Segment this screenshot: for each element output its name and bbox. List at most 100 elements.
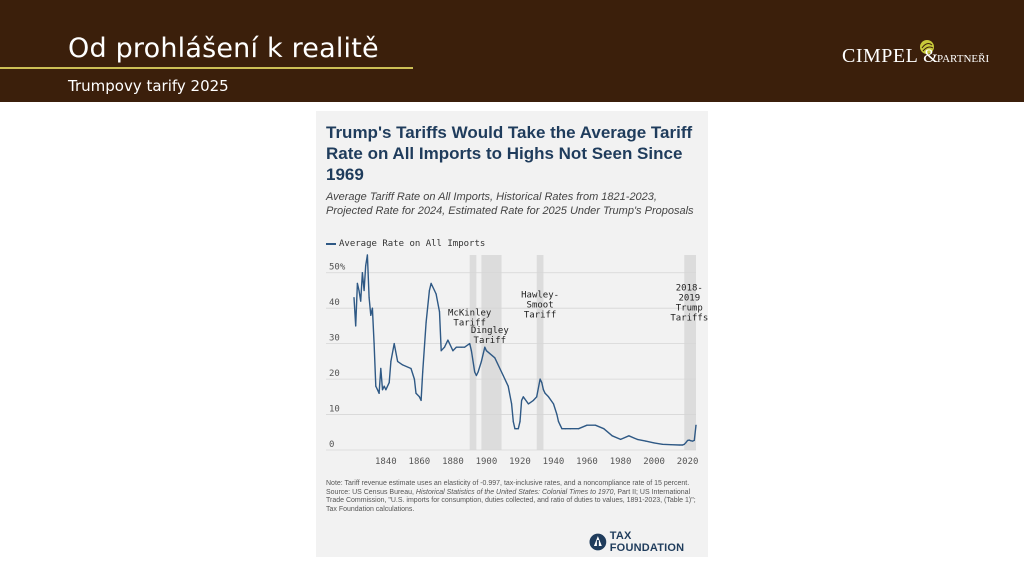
data-point [687, 439, 689, 442]
data-point [693, 439, 695, 442]
data-point [484, 346, 486, 348]
data-point [507, 385, 509, 387]
highlight-band-0 [469, 255, 477, 450]
company-logo: CIMPEL & PARTNEŘI [842, 38, 1002, 70]
x-tick-label: 1920 [509, 457, 531, 467]
data-point [619, 438, 622, 440]
data-point [681, 444, 684, 446]
data-point [371, 307, 374, 309]
data-point [383, 385, 385, 387]
highlight-band-2 [536, 255, 544, 450]
data-point [539, 378, 541, 380]
data-point [527, 403, 529, 405]
data-point [475, 374, 477, 377]
tax-foundation-icon [589, 533, 607, 551]
data-point [376, 389, 379, 391]
annotation-label-3: 2018-2019 Trump Tariffs [670, 283, 708, 323]
data-point [430, 282, 432, 284]
annotation-line: Tariff [474, 336, 507, 346]
x-tick-label: 1980 [610, 457, 632, 467]
data-point [410, 367, 412, 370]
data-point [541, 382, 543, 384]
data-point [393, 343, 395, 345]
data-point [380, 367, 382, 370]
annotation-label-0: McKinley Tariff [448, 308, 492, 328]
data-point [547, 396, 550, 398]
data-point [477, 371, 479, 373]
data-point [683, 443, 685, 445]
data-point [470, 350, 472, 352]
data-point [469, 343, 471, 345]
data-point [670, 444, 672, 446]
chart-legend: Average Rate on All Imports [326, 239, 485, 249]
data-point [502, 374, 504, 377]
x-tick-label: 1940 [543, 457, 565, 467]
slide-header: Od prohlášení k realitě Trumpovy tarify … [0, 0, 1024, 102]
data-point [373, 343, 375, 345]
data-point [569, 428, 571, 430]
data-point [685, 441, 687, 444]
data-point [611, 435, 613, 437]
x-tick-label: 1860 [409, 457, 431, 467]
data-point [455, 346, 457, 348]
x-tick-label: 2020 [677, 457, 699, 467]
x-tick-label: 2000 [643, 457, 665, 467]
data-point [368, 296, 370, 299]
highlight-band-3 [684, 255, 696, 450]
data-point [375, 385, 377, 387]
data-point [544, 392, 546, 394]
data-point [433, 289, 436, 292]
leaf-logo-icon [920, 40, 934, 54]
data-point [355, 325, 357, 327]
data-point [378, 392, 380, 394]
data-point [586, 424, 588, 426]
logo-ampersand: & [923, 46, 939, 67]
data-point [516, 428, 518, 430]
data-point [603, 428, 605, 430]
data-point [464, 346, 466, 348]
data-point [420, 399, 422, 401]
legend-swatch [326, 243, 336, 245]
data-point [645, 440, 647, 442]
tax-foundation-logo: TAX FOUNDATION [589, 530, 708, 554]
annotation-line: 2019 [678, 293, 700, 303]
y-tick-label: 40 [329, 298, 340, 308]
data-point [356, 282, 358, 284]
slide-subtitle: Trumpovy tarify 2025 [68, 77, 229, 95]
data-point [552, 403, 555, 405]
data-point [402, 364, 404, 366]
annotation-line: McKinley [448, 308, 492, 318]
data-point [556, 413, 558, 416]
tariff-figure: Trump's Tariffs Would Take the Average T… [316, 111, 708, 557]
data-point [517, 428, 519, 430]
figure-title: Trump's Tariffs Would Take the Average T… [326, 123, 693, 184]
data-point [360, 300, 362, 302]
data-point [559, 424, 561, 426]
data-point [443, 346, 446, 348]
data-point [428, 289, 431, 292]
annotation-line: Tariffs [670, 313, 708, 323]
annotation-label-1: Dingley Tariff [471, 326, 510, 346]
y-tick-label: 50% [329, 263, 346, 273]
annotation-line: Smoot [527, 301, 554, 311]
data-point [512, 421, 514, 423]
x-tick-label: 1900 [476, 457, 498, 467]
data-point [653, 442, 655, 444]
data-point [363, 289, 365, 292]
data-point [561, 428, 563, 430]
data-point [358, 289, 360, 292]
data-point [418, 396, 420, 398]
data-point [353, 296, 355, 299]
series-line-0 [353, 254, 697, 446]
data-point [661, 443, 664, 445]
data-point [578, 428, 580, 430]
title-underline [0, 67, 413, 69]
data-point [519, 421, 521, 423]
data-point [695, 424, 697, 426]
data-point [435, 293, 437, 295]
x-tick-label: 1840 [375, 457, 397, 467]
y-tick-label: 10 [329, 405, 340, 415]
source-italic: Historical Statistics of the United Stat… [415, 488, 614, 496]
data-point [388, 382, 390, 384]
annotation-label-2: Hawley-Smoot Tariff [521, 291, 559, 321]
